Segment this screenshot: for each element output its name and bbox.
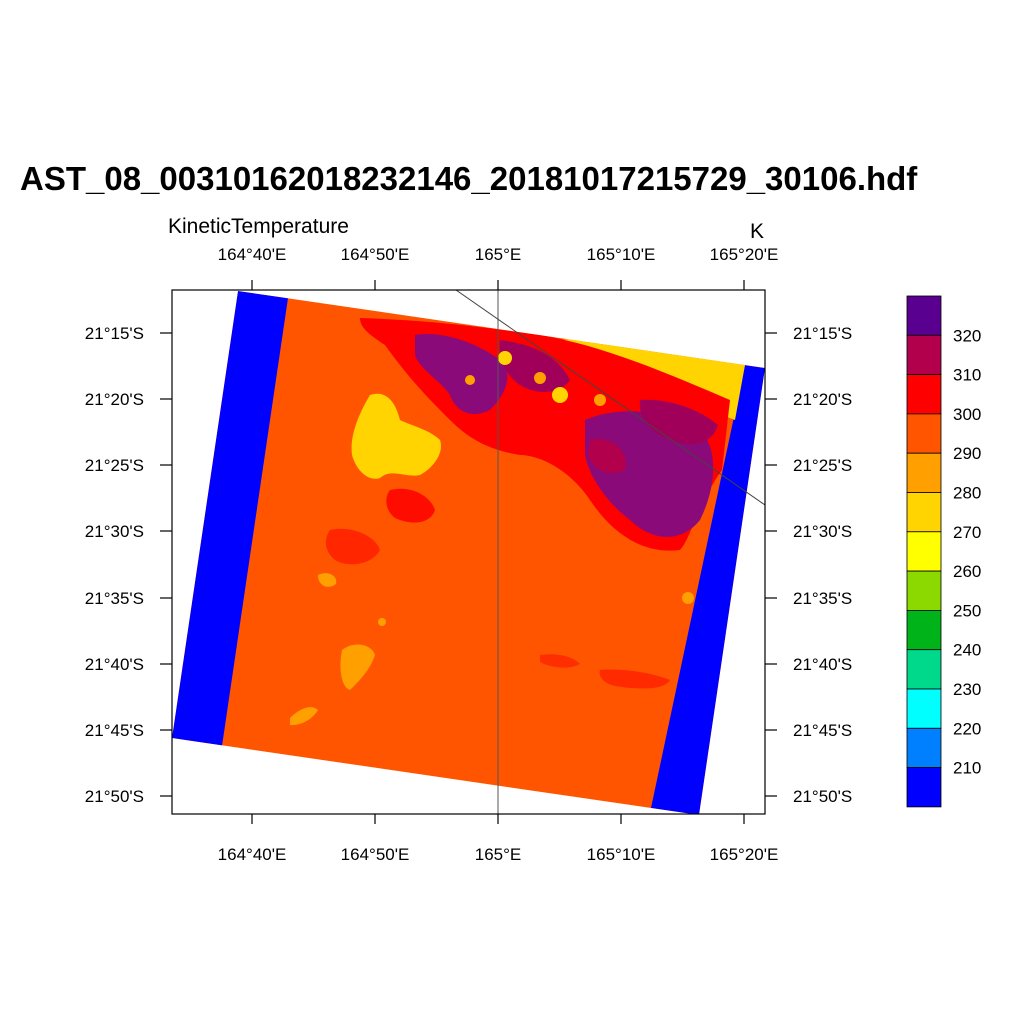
map-plot-area xyxy=(172,290,765,814)
colorbar-box xyxy=(906,767,942,808)
cold-cloud-cluster-4 xyxy=(639,399,718,445)
hot-streak-se xyxy=(599,669,670,689)
fill-value-strip-left xyxy=(172,291,288,746)
lat-label-right: 21°20'S xyxy=(793,390,852,409)
colorbar-label: 250 xyxy=(953,601,981,620)
variable-label: KineticTemperature xyxy=(168,215,349,238)
colorbar-label: 210 xyxy=(953,759,981,778)
warm-speck-4 xyxy=(682,592,694,604)
warm-speck-2 xyxy=(290,707,318,726)
map-frame xyxy=(171,289,766,815)
cold-cloud-cluster-5 xyxy=(588,439,626,474)
cloud-patch-yellow-w xyxy=(351,393,441,479)
lon-label-bottom: 165°20'E xyxy=(710,845,779,864)
colorbar-box xyxy=(906,610,942,651)
lat-label-right: 21°40'S xyxy=(793,655,852,674)
hot-streak-s xyxy=(540,654,580,668)
lon-label-top: 164°50'E xyxy=(341,245,410,264)
cloud-speck-3 xyxy=(552,387,568,403)
plot-title: AST_08_00310162018232146_20181017215729_… xyxy=(20,160,918,197)
colorbar-box xyxy=(906,492,942,533)
fill-value-strip-right xyxy=(651,365,765,814)
colorbar-label: 240 xyxy=(953,641,981,660)
hot-patch-mid-left xyxy=(386,488,435,523)
colorbar-box xyxy=(906,727,942,768)
colorbar-label: 300 xyxy=(953,405,981,424)
lon-label-bottom: 165°E xyxy=(475,845,522,864)
hot-patch-left xyxy=(325,528,380,565)
colorbar-label: 220 xyxy=(953,719,981,738)
lat-label-left: 21°15'S xyxy=(85,324,144,343)
colorbar-box xyxy=(906,688,942,729)
lon-label-top: 165°E xyxy=(475,245,522,264)
lon-label-top: 165°10'E xyxy=(587,245,656,264)
warm-speck-1 xyxy=(318,573,337,587)
colorbar-box xyxy=(906,374,942,415)
lat-label-right: 21°35'S xyxy=(793,589,852,608)
lon-label-top: 164°40'E xyxy=(218,245,287,264)
colorbar-box xyxy=(906,649,942,690)
units-label: K xyxy=(750,220,764,243)
lat-label-left: 21°45'S xyxy=(85,721,144,740)
colorbar-label: 260 xyxy=(953,562,981,581)
orbit-track-line xyxy=(455,290,765,506)
axis-ticks: 164°40'E 164°40'E 164°50'E 164°50'E 165°E 165… xyxy=(85,245,852,864)
lat-label-left: 21°30'S xyxy=(85,522,144,541)
cold-cloud-cluster-1 xyxy=(415,334,508,415)
warm-speck-3 xyxy=(378,618,386,626)
colorbar-label: 320 xyxy=(953,326,981,345)
colorbar-box xyxy=(906,452,942,493)
lat-label-left: 21°35'S xyxy=(85,589,144,608)
lat-label-right: 21°30'S xyxy=(793,522,852,541)
lat-label-left: 21°40'S xyxy=(85,655,144,674)
warm-patch-sw xyxy=(340,644,375,690)
colorbar-label: 230 xyxy=(953,680,981,699)
colorbar-box xyxy=(906,570,942,611)
lat-label-right: 21°45'S xyxy=(793,721,852,740)
cloud-speck-4 xyxy=(465,375,475,385)
cloud-speck-1 xyxy=(498,351,512,365)
lon-label-top: 165°20'E xyxy=(710,245,779,264)
lat-label-right: 21°50'S xyxy=(793,787,852,806)
colorbar-label: 290 xyxy=(953,444,981,463)
cloud-speck-2 xyxy=(534,372,546,384)
colorbar-label: 310 xyxy=(953,366,981,385)
cold-cloud-cluster-2 xyxy=(499,340,570,392)
lat-label-right: 21°25'S xyxy=(793,456,852,475)
lat-label-left: 21°25'S xyxy=(85,456,144,475)
lat-label-left: 21°20'S xyxy=(85,390,144,409)
colorbar-box xyxy=(906,413,942,454)
lon-label-bottom: 165°10'E xyxy=(587,845,656,864)
colorbar-label: 280 xyxy=(953,484,981,503)
colorbar-box xyxy=(906,334,942,375)
temperature-swath xyxy=(172,291,765,814)
colorbar-label: 270 xyxy=(953,523,981,542)
cloud-speck-5 xyxy=(594,394,606,406)
lon-label-bottom: 164°40'E xyxy=(218,845,287,864)
lat-label-left: 21°50'S xyxy=(85,787,144,806)
colorbar-box xyxy=(906,295,942,336)
lon-label-bottom: 164°50'E xyxy=(341,845,410,864)
colorbar: 320 310 300 290 280 270 260 250 240 230 220 210 xyxy=(906,295,981,808)
lat-label-right: 21°15'S xyxy=(793,324,852,343)
colorbar-box xyxy=(906,531,942,572)
